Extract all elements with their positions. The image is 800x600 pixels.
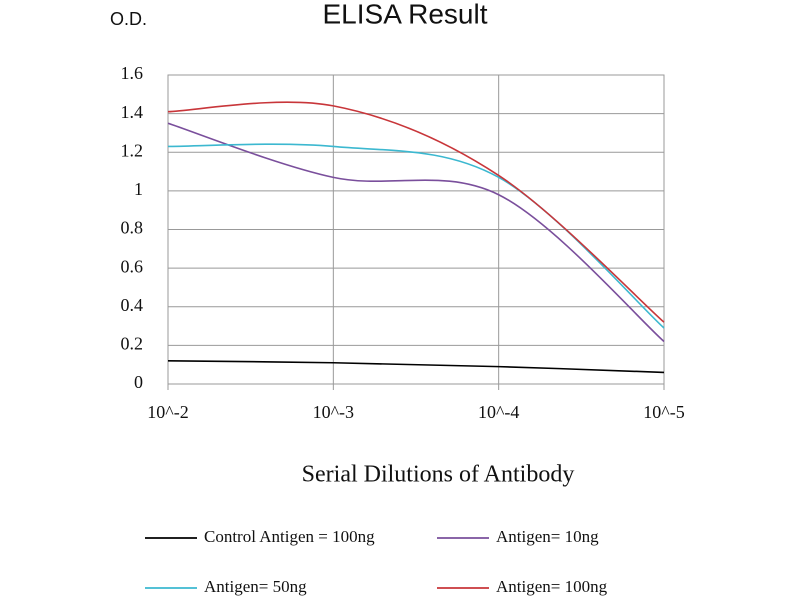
series-line [167,143,665,329]
chart-title: ELISA Result [323,0,488,29]
x-tick-label: 10^-2 [147,402,188,422]
y-tick-label: 1.6 [121,63,144,83]
x-tick-label: 10^-3 [313,402,354,422]
y-axis-label: O.D. [110,9,147,29]
y-tick-label: 0.6 [121,256,144,276]
x-axis-label: Serial Dilutions of Antibody [302,462,575,488]
series-line [167,101,665,323]
x-tick-label: 10^-4 [478,402,519,422]
y-tick-label: 0.8 [121,218,144,238]
legend-label: Antigen= 100ng [496,577,608,596]
y-tick-label: 0 [134,372,143,392]
y-tick-label: 0.4 [121,295,144,315]
y-tick-label: 0.2 [121,334,144,354]
legend-label: Antigen= 50ng [204,577,307,596]
y-tick-label: 1 [134,179,143,199]
series-line [167,122,665,343]
y-tick-label: 1.2 [121,140,144,160]
series-line [167,360,665,374]
y-tick-label: 1.4 [121,102,144,122]
legend-label: Antigen= 10ng [496,527,599,546]
legend-label: Control Antigen = 100ng [204,527,375,546]
x-tick-label: 10^-5 [643,402,684,422]
